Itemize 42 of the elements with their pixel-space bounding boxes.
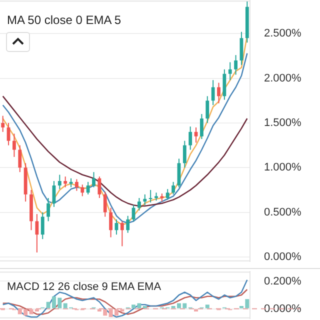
candlestick [64, 176, 68, 188]
y-tick-label: 0.000% [264, 250, 302, 263]
candlestick [46, 197, 50, 222]
y-tick-label: 2.500% [264, 28, 302, 40]
candlestick [126, 215, 130, 234]
text: MA 50 close 0 EMA 5 [7, 13, 122, 27]
candlestick [148, 189, 152, 203]
y-tick-label: 1.000% [264, 162, 302, 174]
candlestick [103, 191, 107, 218]
candlestick [80, 184, 84, 197]
candlestick [217, 82, 220, 104]
candlestick [86, 181, 90, 195]
candlestick [182, 140, 186, 168]
y-tick-label: 0.000% [264, 302, 302, 315]
bar [205, 304, 210, 308]
candlestick [143, 194, 147, 206]
candlestick [92, 172, 96, 188]
text: MACD 12 26 close 9 EMA EMA [7, 281, 162, 293]
candlestick [206, 96, 210, 124]
candlestick [40, 212, 44, 240]
candlestick [35, 214, 39, 253]
candlestick [200, 114, 204, 140]
candlestick [98, 176, 102, 198]
candlestick [188, 126, 192, 150]
y-tick-label: 0.200% [264, 275, 302, 288]
candlestick [58, 174, 62, 190]
y-tick-label: 0.500% [264, 206, 302, 218]
candlestick [109, 207, 112, 238]
candlestick [1, 115, 5, 132]
candlestick [12, 133, 16, 158]
candlestick [138, 197, 141, 211]
candlestick [18, 144, 22, 173]
candlestick [120, 220, 124, 247]
y-tick-label: 1.500% [264, 116, 302, 129]
candlestick [222, 68, 226, 100]
y-tick-label: 2.000% [264, 72, 302, 84]
candlestick [75, 178, 78, 192]
candlestick [211, 80, 215, 106]
candlestick [228, 62, 232, 81]
candlestick [166, 188, 170, 200]
candlestick [172, 181, 175, 195]
candlestick [234, 54, 238, 76]
